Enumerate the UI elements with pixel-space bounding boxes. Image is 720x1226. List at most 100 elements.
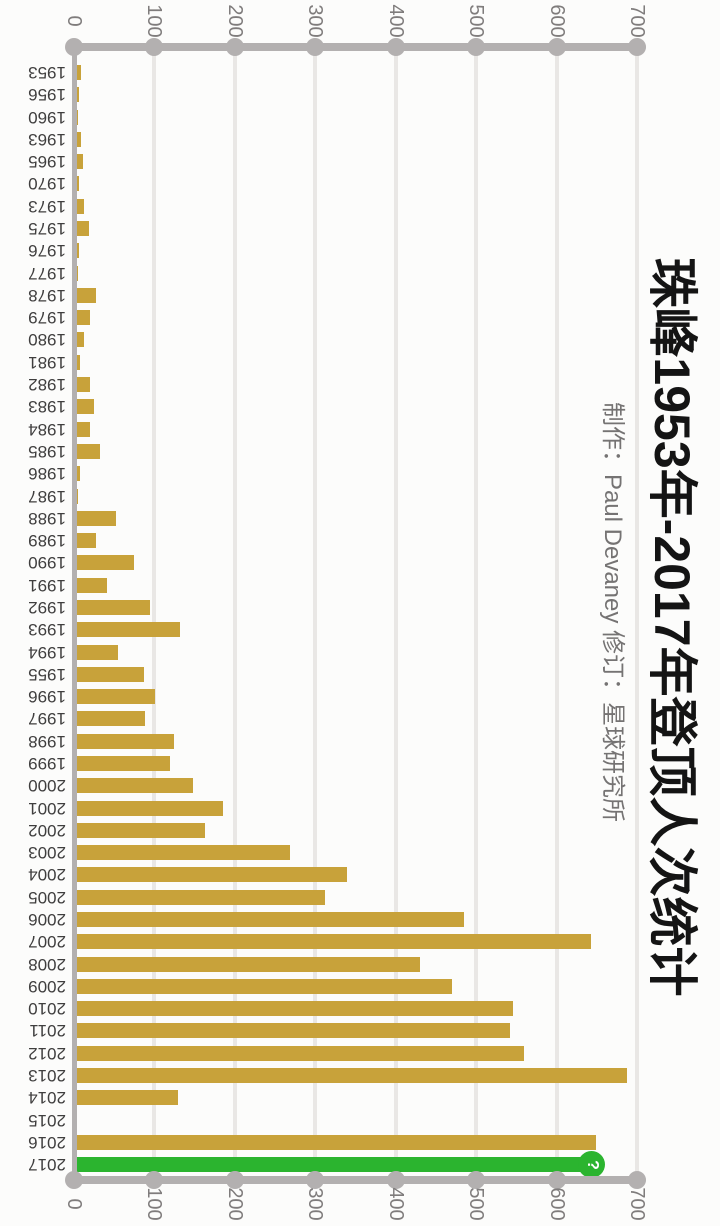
year-label: 1963 [28, 129, 66, 149]
bar-2002 [76, 822, 205, 838]
year-label: 1975 [28, 219, 66, 239]
bar-1977 [76, 265, 78, 281]
bar-1973 [76, 198, 84, 214]
bar-2003 [76, 845, 290, 861]
year-label: 2013 [28, 1066, 66, 1086]
axis-tick-dot [386, 38, 405, 56]
bar-2013 [76, 1068, 627, 1084]
bar-1999 [76, 755, 170, 771]
bar-1989 [76, 533, 96, 549]
year-label: 1973 [28, 196, 66, 216]
axis-tick-dot [467, 1171, 486, 1189]
year-label: 1990 [28, 553, 66, 573]
bar-1991 [76, 577, 107, 593]
bar-1982 [76, 377, 90, 393]
year-label: 1996 [28, 687, 66, 707]
year-label: 2011 [29, 1021, 66, 1041]
bar-2011 [76, 1023, 510, 1039]
bar-2000 [76, 778, 193, 794]
year-label: 2002 [28, 820, 66, 840]
year-label: 2016 [28, 1132, 66, 1152]
bar-2012 [76, 1045, 524, 1061]
year-label: 2001 [28, 798, 66, 818]
bar-1979 [76, 310, 90, 326]
year-label: 1977 [28, 263, 66, 283]
value-axis-line-top [67, 43, 646, 51]
gridline [474, 47, 479, 1180]
year-label: 1987 [28, 486, 66, 506]
axis-tick-dot [225, 1171, 244, 1189]
axis-tick-label: 500 [465, 1187, 488, 1221]
axis-tick-dot [467, 38, 486, 56]
year-label: 2017 [28, 1155, 66, 1175]
axis-tick-dot [306, 1171, 325, 1189]
gridline [554, 47, 559, 1180]
year-label: 2009 [28, 976, 66, 996]
axis-tick-label: 100 [143, 1187, 166, 1221]
year-label: 1955 [28, 664, 66, 684]
chart-title: 珠峰1953年-2017年登顶人次统计 [644, 257, 700, 997]
axis-tick-dot [225, 38, 244, 56]
year-label: 1965 [28, 152, 66, 172]
year-label: 1986 [28, 464, 66, 484]
bar-1980 [76, 332, 84, 348]
bar-2010 [76, 1001, 513, 1017]
bar-1993 [76, 622, 180, 638]
year-label: 1989 [28, 531, 66, 551]
axis-tick-dot [65, 1171, 83, 1189]
axis-tick-label: 600 [545, 1187, 568, 1221]
bar-1970 [76, 176, 79, 192]
year-label: 1970 [28, 174, 66, 194]
gridline [635, 47, 639, 1180]
bar-1981 [76, 354, 80, 370]
axis-tick-label: 300 [304, 4, 327, 38]
year-label: 2015 [28, 1110, 66, 1130]
bar-1994 [76, 644, 118, 660]
year-label: 2012 [28, 1043, 66, 1063]
year-label: 1976 [28, 241, 66, 261]
gridline [393, 47, 398, 1180]
category-axis-line [72, 47, 77, 1180]
year-label: 1953 [28, 63, 66, 82]
year-label: 1985 [28, 441, 66, 461]
year-label: 1992 [28, 597, 66, 617]
year-label: 2000 [28, 776, 66, 796]
bar-1976 [76, 243, 79, 259]
bar-1984 [76, 421, 90, 437]
bar-1988 [76, 510, 116, 526]
year-label: 1978 [28, 285, 66, 305]
axis-tick-label: 0 [63, 15, 85, 27]
bar-1997 [76, 711, 145, 727]
value-axis-line-bottom [67, 1176, 646, 1184]
bar-1955 [76, 666, 144, 682]
bar-2006 [76, 912, 464, 928]
year-label: 1984 [28, 419, 66, 439]
year-label: 1956 [28, 85, 66, 105]
axis-tick-label: 700 [626, 4, 648, 38]
year-label: 2007 [28, 932, 66, 952]
bar-1978 [76, 287, 96, 303]
axis-tick-dot [628, 38, 646, 56]
bar-2016 [76, 1134, 596, 1150]
bar-1996 [76, 689, 155, 705]
bar-2017 [76, 1157, 591, 1173]
axis-tick-label: 300 [304, 1187, 327, 1221]
axis-tick-dot [306, 38, 325, 56]
axis-tick-label: 400 [384, 1187, 407, 1221]
year-label: 1994 [28, 642, 66, 662]
gridline [152, 47, 157, 1180]
bar-1975 [76, 221, 89, 237]
bar-1956 [76, 87, 79, 103]
bar-2005 [76, 889, 325, 905]
year-label: 1983 [28, 397, 66, 417]
year-label: 1988 [28, 508, 66, 528]
bar-1965 [76, 154, 83, 170]
axis-tick-dot [145, 1171, 164, 1189]
axis-tick-dot [628, 1171, 646, 1189]
bar-2007 [76, 934, 591, 950]
year-label: 2003 [28, 843, 66, 863]
axis-tick-label: 400 [384, 4, 407, 38]
year-label: 2014 [28, 1088, 66, 1108]
axis-tick-dot [386, 1171, 405, 1189]
